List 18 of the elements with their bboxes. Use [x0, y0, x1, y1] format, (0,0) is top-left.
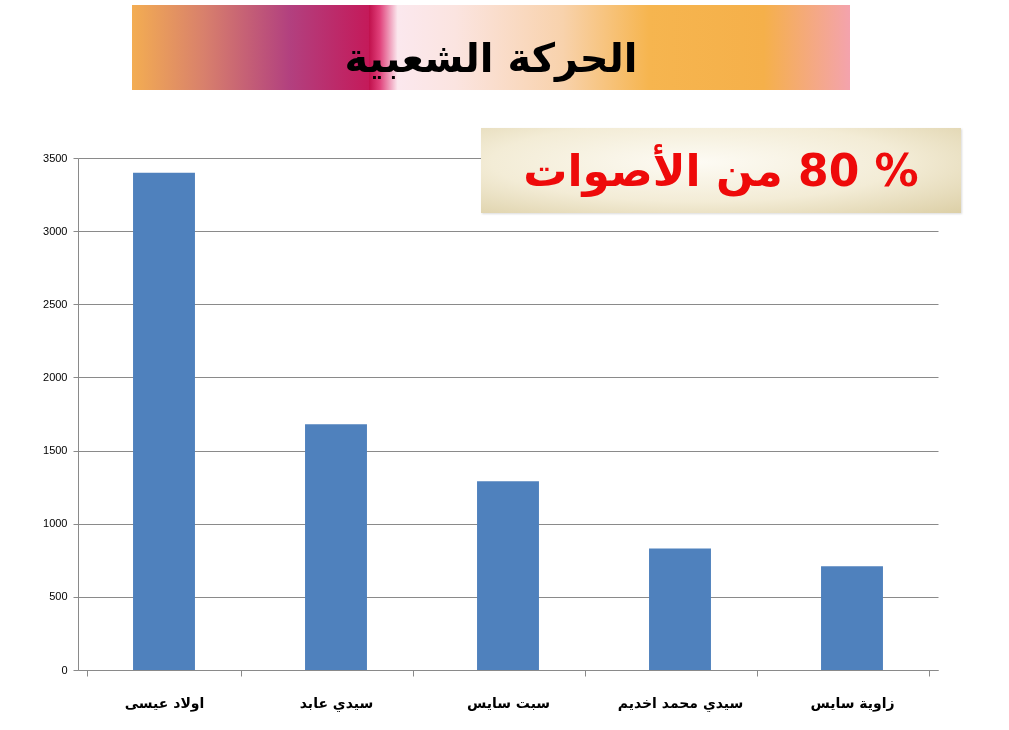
x-tick-label: سبت سايس	[466, 694, 551, 711]
y-tick-label: 2000	[43, 370, 68, 383]
bar	[821, 566, 883, 670]
bar	[305, 424, 367, 670]
bar	[649, 548, 711, 670]
x-tick-label: زاوية سايس	[810, 694, 895, 712]
x-tick-label: سيدي عابد	[299, 694, 374, 713]
y-tick-label: 3000	[43, 224, 68, 237]
y-tick-label: 500	[49, 590, 68, 603]
bar	[477, 481, 539, 670]
y-tick-label: 3500	[43, 151, 68, 164]
x-tick-label: اولاد عيسى	[124, 694, 205, 712]
y-tick-label: 1500	[43, 444, 68, 457]
x-tick-label: سيدي محمد اخديم	[617, 694, 744, 713]
bar	[133, 172, 195, 670]
y-tick-label: 2500	[43, 297, 68, 310]
y-tick-label: 0	[61, 663, 68, 676]
y-tick-label: 1000	[43, 517, 68, 530]
